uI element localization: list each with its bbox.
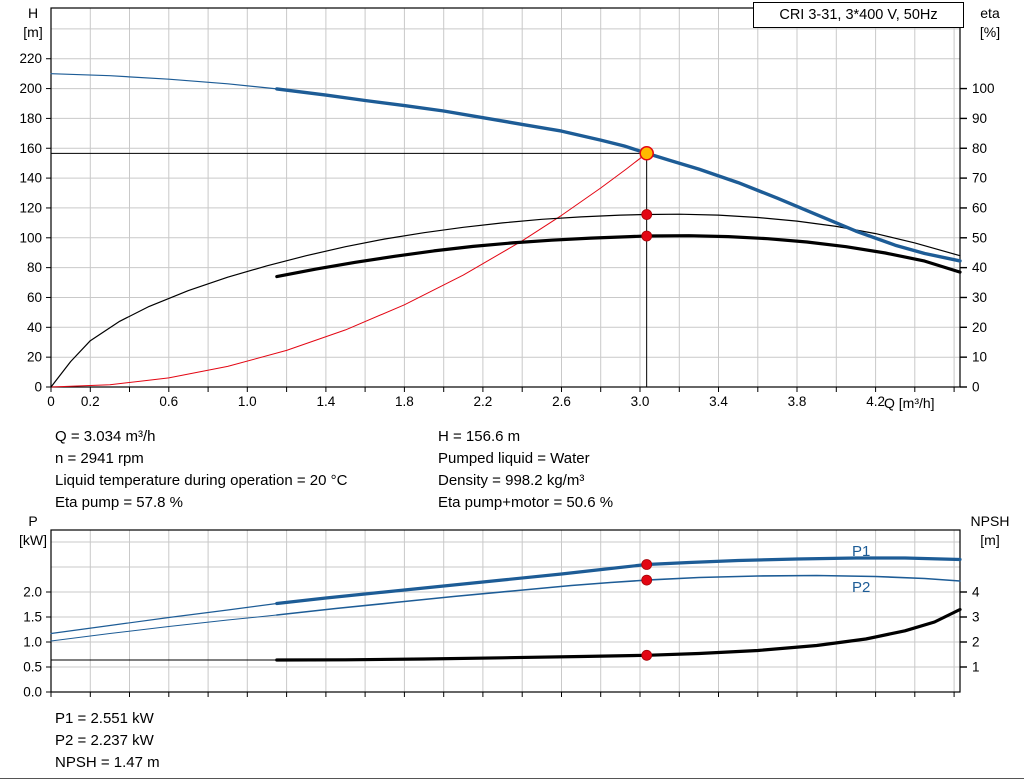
model-title-box: CRI 3-31, 3*400 V, 50Hz (753, 2, 964, 28)
y-left-tick-label: 1.0 (23, 635, 42, 650)
operating-dot (641, 649, 653, 661)
operating-dot (641, 574, 653, 586)
y-left-tick-label: 0 (34, 380, 42, 395)
y-left-tick-label: 180 (19, 111, 42, 126)
y-right-tick-label: 2 (972, 635, 980, 650)
y-left-tick-label: 60 (27, 290, 42, 305)
p-axis-label-line1: P (28, 513, 38, 529)
y-left-tick-label: 160 (19, 141, 42, 156)
y-right-tick-label: 60 (972, 200, 987, 215)
p-axis-label: P [kW] (10, 512, 56, 550)
y-right-tick-label: 20 (972, 320, 987, 335)
h-axis-label-line2: [m] (23, 24, 43, 40)
x-tick-label: 2.6 (552, 394, 571, 409)
x-tick-label: 0.6 (159, 394, 178, 409)
info-line-eta-pump: Eta pump = 57.8 % (55, 494, 183, 511)
qh-eta-chart: 0 0.2 0.6 1.0 1.4 1.8 2.2 2.6 3.0 3.4 3.8 4.2 0 20 40 6… (19, 7, 995, 409)
power-npsh-chart: 0.0 0.5 1.0 1.5 2.0 1 2 3 4 P1 P2 (23, 529, 980, 700)
x-tick-label: 4.2 (866, 394, 885, 409)
info-top-right: H = 156.6 m Pumped liquid = Water Densit… (438, 426, 613, 514)
y-right-tick-label: 4 (972, 585, 980, 600)
y-right-tick-label: 50 (972, 230, 987, 245)
x-tick-label: 3.4 (709, 394, 728, 409)
x-tick-label: 1.0 (238, 394, 257, 409)
footer-divider (0, 778, 1024, 779)
system-curve (50, 152, 648, 388)
y-right-tick-label: 1 (972, 660, 980, 675)
x-tick-label: 1.8 (395, 394, 414, 409)
info-line-n: n = 2941 rpm (55, 450, 144, 467)
y-right-tick-label: 3 (972, 610, 980, 625)
info-line-p1: P1 = 2.551 kW (55, 710, 154, 727)
y-left-tick-label: 120 (19, 200, 42, 215)
npsh-axis-label-line2: [m] (980, 532, 1000, 548)
info-line-pumped-liquid: Pumped liquid = Water (438, 450, 590, 467)
p2-lead-curve (50, 614, 278, 642)
y-left-tick-label: 220 (19, 51, 42, 66)
grid (51, 530, 960, 692)
y-left-tick-label: 2.0 (23, 585, 42, 600)
info-top-left: Q = 3.034 m³/h n = 2941 rpm Liquid tempe… (55, 426, 347, 514)
y-right-tick-label: 40 (972, 260, 987, 275)
eta-axis-label-line2: [%] (979, 24, 1001, 40)
y-left-tick-label: 0.5 (23, 660, 42, 675)
p-axis-label-line2: [kW] (19, 532, 47, 548)
chart-frame (50, 7, 961, 388)
y-right-tick-label: 70 (972, 171, 987, 186)
y-left-tick-label: 40 (27, 320, 42, 335)
curve-label-p1: P1 (852, 543, 870, 560)
y-right-tick-label: 100 (972, 81, 995, 96)
info-line-liquid-temp: Liquid temperature during operation = 20… (55, 472, 348, 489)
y-left-tick-label: 1.5 (23, 610, 42, 625)
qh-curve (275, 87, 962, 263)
npsh-axis-label: NPSH [m] (958, 512, 1022, 550)
x-tick-label: 1.4 (317, 394, 336, 409)
info-line-p2: P2 = 2.237 kW (55, 732, 154, 749)
grid (51, 8, 960, 387)
y-left-tick-label: 20 (27, 350, 42, 365)
y-left-tick-label: 80 (27, 260, 42, 275)
x-tick-label: 2.2 (474, 394, 493, 409)
q-axis-label: Q [m³/h] (884, 395, 935, 411)
npsh-axis-label-line1: NPSH (970, 513, 1010, 529)
y-right-tick-label: 10 (972, 350, 987, 365)
x-tick-label: 0 (47, 394, 55, 409)
y-left-tick-label: 0.0 (23, 685, 42, 700)
curve-label-p2: P2 (852, 579, 870, 596)
y-right-tick-label: 80 (972, 141, 987, 156)
eta-axis-label: eta [%] (962, 4, 1018, 42)
y-right-tick-label: 0 (972, 380, 980, 395)
p1-curve (275, 556, 962, 606)
npsh-curve (275, 607, 962, 662)
eta-pump-curve (50, 213, 961, 388)
y-left-tick-label: 100 (19, 230, 42, 245)
y-right-tick-label: 90 (972, 111, 987, 126)
h-axis-label: H [m] (10, 4, 56, 42)
x-tick-label: 0.2 (81, 394, 100, 409)
x-tick-label: 3.0 (631, 394, 650, 409)
info-line-eta-pump-motor: Eta pump+motor = 50.6 % (438, 494, 614, 511)
info-line-q: Q = 3.034 m³/h (55, 428, 156, 445)
y-left-tick-label: 140 (19, 171, 42, 186)
info-line-density: Density = 998.2 kg/m³ (438, 472, 585, 489)
chart-frame (50, 529, 961, 693)
eta-pump-motor-curve (275, 234, 962, 279)
info-line-h: H = 156.6 m (438, 428, 521, 445)
operating-dot (641, 559, 653, 570)
h-axis-label-line1: H (27, 5, 39, 21)
eta-axis-label-line1: eta (980, 5, 1000, 21)
y-right-tick-label: 30 (972, 290, 987, 305)
p1-lead-curve (50, 602, 278, 635)
info-bottom: P1 = 2.551 kW P2 = 2.237 kW NPSH = 1.47 … (55, 708, 160, 774)
duty-point-marker (639, 146, 654, 161)
operating-dot (641, 230, 653, 242)
y-left-tick-label: 200 (19, 81, 42, 96)
x-tick-label: 3.8 (788, 394, 807, 409)
p2-curve (276, 574, 961, 616)
qh-lead-curve (50, 73, 278, 90)
info-line-npsh: NPSH = 1.47 m (55, 754, 160, 771)
operating-dot (641, 209, 653, 220)
